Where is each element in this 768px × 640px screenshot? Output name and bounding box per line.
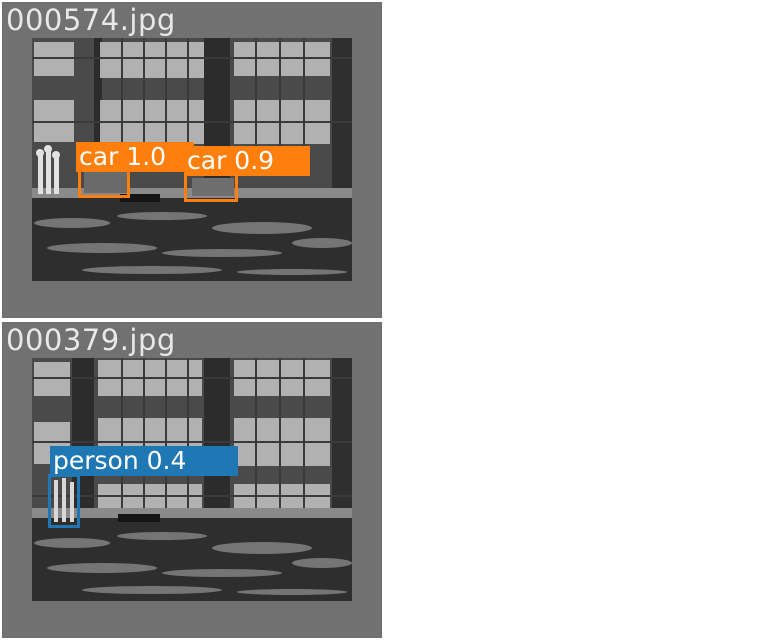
detection-box-person — [48, 474, 80, 528]
detection-label-car: car 0.9 — [184, 146, 310, 176]
image-tile: 000574.jpg — [2, 2, 382, 318]
image-filename: 000574.jpg — [6, 3, 176, 37]
street-scene-image — [32, 358, 352, 601]
image-filename: 000379.jpg — [6, 323, 176, 357]
street-photo: car 1.0 car 0.9 — [32, 38, 352, 281]
street-photo: person 0.4 — [32, 358, 352, 601]
detection-label-person: person 0.4 — [50, 446, 238, 476]
image-tile: 000379.jpg — [2, 322, 382, 638]
detection-label-car: car 1.0 — [76, 142, 194, 172]
detection-box-car — [184, 172, 238, 202]
